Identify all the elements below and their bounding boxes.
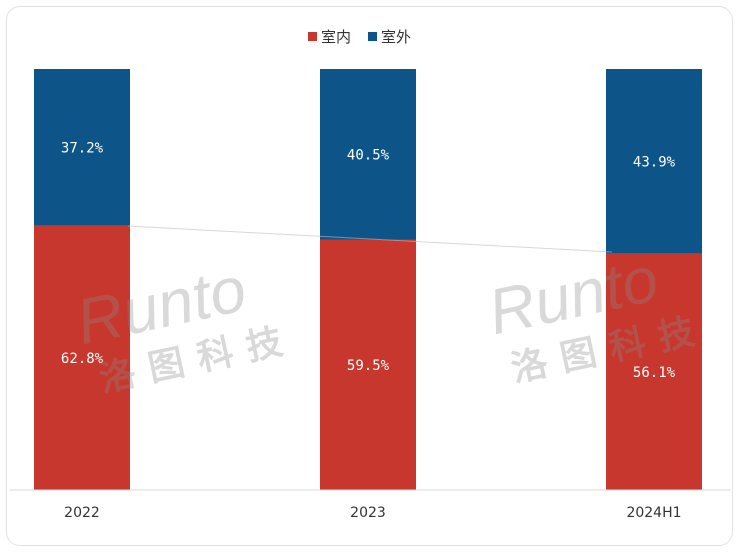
data-label-outdoor-2022: 37.2% bbox=[61, 140, 104, 156]
bar-outdoor-2024H1 bbox=[606, 69, 702, 254]
x-axis-ticks: 2022 2023 2024H1 bbox=[64, 505, 681, 521]
legend-swatch-2 bbox=[368, 32, 377, 41]
data-label-outdoor-2023: 40.5% bbox=[347, 147, 390, 163]
data-label-outdoor-2024H1: 43.9% bbox=[633, 154, 676, 170]
bar-outdoor-2022 bbox=[34, 69, 130, 226]
x-tick-label-2022: 2022 bbox=[64, 505, 100, 521]
bar-indoor-2024H1 bbox=[606, 253, 702, 490]
legend-label-1: 室内 bbox=[321, 28, 351, 46]
legend: 室内 室外 bbox=[308, 28, 411, 46]
data-label-indoor-2024H1: 56.1% bbox=[633, 365, 676, 381]
bar-indoor-2022 bbox=[34, 225, 130, 490]
x-tick-label-2024H1: 2024H1 bbox=[626, 505, 681, 521]
data-label-indoor-2022: 62.8% bbox=[61, 351, 104, 367]
bar-outdoor-2023 bbox=[320, 69, 416, 240]
legend-label-2: 室外 bbox=[381, 28, 411, 46]
legend-swatch-1 bbox=[308, 32, 317, 41]
x-tick-label-2023: 2023 bbox=[350, 505, 386, 521]
faint-diagonal-line bbox=[127, 225, 613, 253]
bar-indoor-2023 bbox=[320, 239, 416, 490]
bars: 62.8% 37.2% 59.5% 40.5% 56.1% 43.9% bbox=[34, 69, 702, 490]
data-label-indoor-2023: 59.5% bbox=[347, 358, 390, 374]
